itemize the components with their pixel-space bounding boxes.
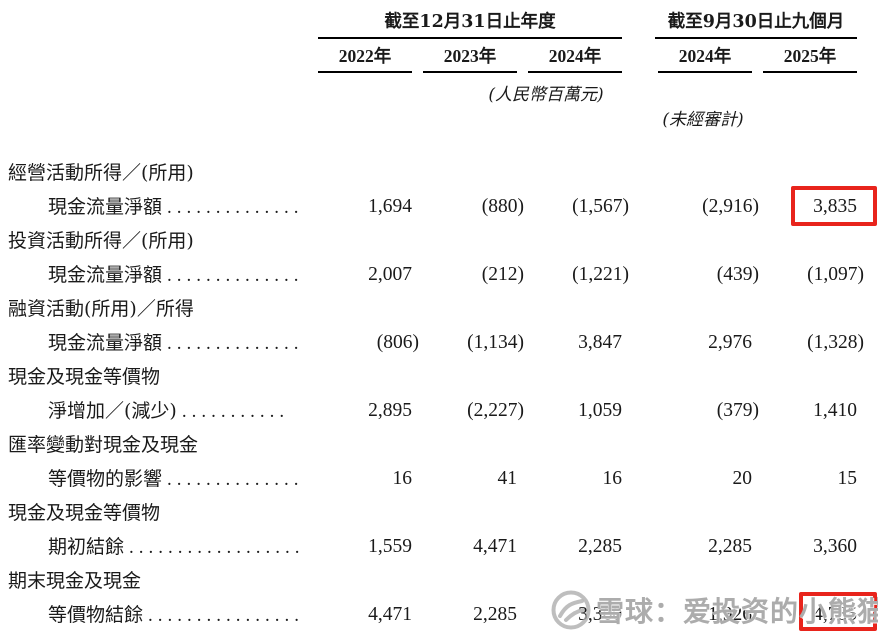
row-label-line1: 融資活動(所用)／所得 xyxy=(8,298,194,320)
currency-unit-note: (人民幣百萬元) xyxy=(488,85,604,105)
dot-leader: ................ xyxy=(148,605,305,626)
cell-2022: 2,895 xyxy=(368,400,412,421)
dot-leader: .............. xyxy=(167,469,304,490)
row-label-line1: 現金及現金等價物 xyxy=(8,366,161,388)
cell-2025-9m: 3,835 xyxy=(813,196,857,217)
year-rule xyxy=(318,71,412,73)
row-label-line1: 期末現金及現金 xyxy=(8,570,142,592)
cell-2024-9m: 20 xyxy=(732,468,753,489)
row-label-line1: 經營活動所得／(所用) xyxy=(8,162,194,184)
cell-2024-9m: 2,285 xyxy=(708,536,752,557)
cell-2023: 41 xyxy=(497,468,518,489)
cell-2025-9m: 4,785 xyxy=(813,604,857,625)
highlight-box-operating-2025 xyxy=(791,186,877,226)
dot-leader: .............. xyxy=(167,197,304,218)
cell-2025-9m: (1,097) xyxy=(807,264,864,285)
cell-2022: 2,007 xyxy=(368,264,412,285)
cell-2024-9m: (439) xyxy=(716,264,759,285)
row-label-line1: 投資活動所得／(所用) xyxy=(8,230,194,252)
cell-2024-9m: 2,976 xyxy=(708,332,752,353)
column-header-2025-9m: 2025年 xyxy=(783,46,837,66)
cell-2022: 1,559 xyxy=(368,536,412,557)
group-rule-annual xyxy=(318,37,622,39)
column-header-2023: 2023年 xyxy=(443,46,497,66)
cell-2023: (2,227) xyxy=(467,400,524,421)
cell-2023: 4,471 xyxy=(473,536,517,557)
cell-2022: 1,694 xyxy=(368,196,412,217)
row-label-line2: 現金流量淨額 xyxy=(48,196,163,218)
cell-2024-9m: 1,926 xyxy=(708,604,752,625)
highlight-box-ending-balance-2025 xyxy=(799,592,877,631)
column-header-2024: 2024年 xyxy=(548,46,602,66)
row-label-line2: 等價物的影響 xyxy=(48,468,163,490)
dot-leader: .............. xyxy=(167,265,304,286)
column-header-2024-9m: 2024年 xyxy=(678,46,732,66)
cell-2022: 4,471 xyxy=(368,604,412,625)
group-rule-nine-months xyxy=(655,37,857,39)
year-rule xyxy=(423,71,517,73)
table-row-ending-balance: 期末現金及現金 等價物結餘................ 4,471 2,28… xyxy=(0,566,857,634)
cell-2024: 16 xyxy=(602,468,623,489)
column-header-2022: 2022年 xyxy=(338,46,392,66)
column-group-nine-months: 截至9月30日止九個月 xyxy=(667,12,845,32)
cell-2024: 1,059 xyxy=(578,400,622,421)
row-label-line2: 期初結餘 xyxy=(48,536,125,558)
table-row-financing: 融資活動(所用)／所得 現金流量淨額.............. (806) (… xyxy=(0,294,864,362)
cell-2023: (212) xyxy=(481,264,524,285)
cell-2025-9m: 3,360 xyxy=(813,536,857,557)
table-row-net-increase: 現金及現金等價物 淨增加／(減少)........... 2,895 (2,22… xyxy=(0,362,857,430)
cell-2024-9m: (2,916) xyxy=(702,196,759,217)
dot-leader: .................. xyxy=(129,537,305,558)
dot-leader: ........... xyxy=(181,401,290,422)
cell-2023: 2,285 xyxy=(473,604,517,625)
table-row-investing: 投資活動所得／(所用) 現金流量淨額.............. 2,007 (… xyxy=(0,226,864,294)
row-label-line1: 現金及現金等價物 xyxy=(8,502,161,524)
cell-2025-9m: 1,410 xyxy=(813,400,857,421)
row-label-line2: 現金流量淨額 xyxy=(48,332,163,354)
cell-2024: 3,847 xyxy=(578,332,622,353)
table-row-operating: 經營活動所得／(所用) 現金流量淨額.............. 1,694 (… xyxy=(0,158,857,226)
row-label-line2: 等價物結餘 xyxy=(48,604,144,626)
unaudited-note: (未經審計) xyxy=(662,110,744,130)
cell-2024: 2,285 xyxy=(578,536,622,557)
cell-2022: (806) xyxy=(376,332,419,353)
table-row-fx-effect: 匯率變動對現金及現金 等價物的影響.............. 16 41 16… xyxy=(0,430,857,498)
cell-2025-9m: (1,328) xyxy=(807,332,864,353)
cell-2023: (1,134) xyxy=(467,332,524,353)
cell-2024-9m: (379) xyxy=(716,400,759,421)
year-rule xyxy=(658,71,752,73)
cell-2024: (1,567) xyxy=(572,196,629,217)
cell-2022: 16 xyxy=(392,468,413,489)
row-label-line2: 現金流量淨額 xyxy=(48,264,163,286)
column-group-annual: 截至12月31日止年度 xyxy=(384,12,556,32)
cell-2024: (1,221) xyxy=(572,264,629,285)
cell-2024: 3,360 xyxy=(578,604,622,625)
cell-2025-9m: 15 xyxy=(837,468,858,489)
dot-leader: .............. xyxy=(167,333,304,354)
row-label-line1: 匯率變動對現金及現金 xyxy=(8,434,199,456)
year-rule xyxy=(528,71,622,73)
table-body: 經營活動所得／(所用) 現金流量淨額.............. 1,694 (… xyxy=(0,158,864,634)
year-rule xyxy=(763,71,857,73)
table-row-beginning-balance: 現金及現金等價物 期初結餘.................. 1,559 4,… xyxy=(0,498,857,566)
cell-2023: (880) xyxy=(481,196,524,217)
row-label-line2: 淨增加／(減少) xyxy=(48,400,177,422)
